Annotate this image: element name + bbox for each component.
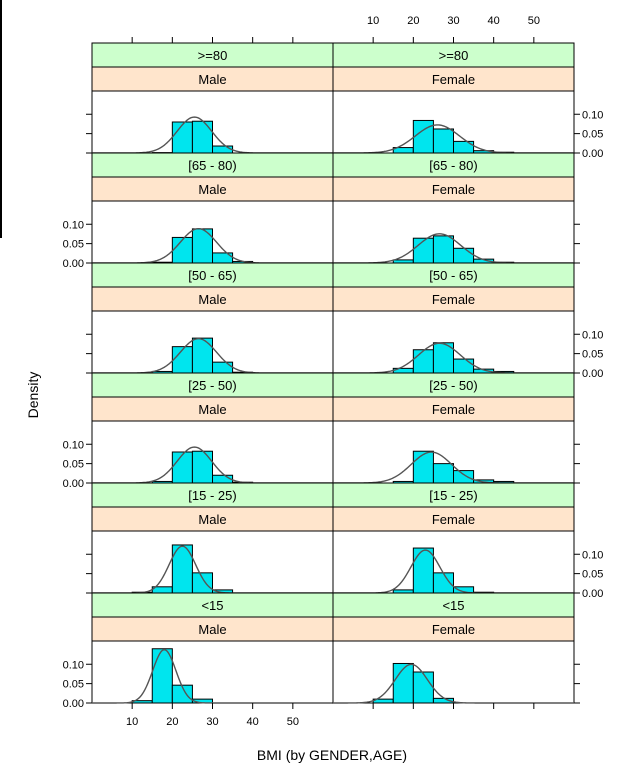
histogram-bar <box>172 122 192 153</box>
histogram-bar <box>192 121 212 153</box>
panel-50-65-female: [50 - 65) Female <box>333 263 574 373</box>
gender-strip-label: Female <box>432 182 475 197</box>
x-tick-label: 20 <box>166 716 178 728</box>
histogram-bar <box>172 237 192 263</box>
gender-strip-label: Male <box>198 512 226 527</box>
y-tick-label: 0.00 <box>582 148 603 160</box>
x-tick-label: 30 <box>206 716 218 728</box>
panel-15-25-female: [15 - 25) Female <box>333 483 574 593</box>
panel-65-80-male: [65 - 80) Male <box>92 153 333 263</box>
histogram-bar <box>192 451 212 483</box>
gender-strip-label: Female <box>432 292 475 307</box>
age-strip-label: >=80 <box>439 48 469 63</box>
age-strip-label: [25 - 50) <box>429 378 477 393</box>
age-strip-label: [50 - 65) <box>188 268 236 283</box>
y-tick-label: 0.00 <box>63 258 84 270</box>
age-strip-label: [15 - 25) <box>429 488 477 503</box>
y-tick-label: 0.10 <box>63 439 84 451</box>
age-strip-label: <15 <box>442 598 464 613</box>
gender-strip-label: Female <box>432 402 475 417</box>
histogram-bar <box>433 236 453 263</box>
y-tick-label: 0.10 <box>63 219 84 231</box>
y-tick-label: 0.10 <box>63 659 84 671</box>
x-tick-label: 50 <box>528 15 540 27</box>
panel-80-male: >=80 Male <box>92 43 333 153</box>
histogram-bar <box>413 672 433 703</box>
panel-80-female: >=80 Female <box>333 43 574 153</box>
y-tick-label: 0.10 <box>582 329 603 341</box>
x-tick-label: 30 <box>447 15 459 27</box>
age-strip-label: <15 <box>201 598 223 613</box>
histogram-bar <box>213 362 233 373</box>
panel-15-female: <15 Female <box>333 593 574 703</box>
y-tick-label: 0.10 <box>582 549 603 561</box>
histogram-bar <box>433 129 453 153</box>
age-strip-label: [65 - 80) <box>429 158 477 173</box>
plot-area <box>92 641 333 703</box>
gender-strip-label: Female <box>432 72 475 87</box>
panel-50-65-male: [50 - 65) Male <box>92 263 333 373</box>
histogram-bar <box>152 649 172 703</box>
y-tick-label: 0.10 <box>582 109 603 121</box>
gender-strip-label: Male <box>198 622 226 637</box>
panel-25-50-male: [25 - 50) Male <box>92 373 333 483</box>
x-axis-title: BMI (by GENDER,AGE) <box>257 747 407 763</box>
histogram-bar <box>454 471 474 483</box>
y-tick-label: 0.00 <box>63 478 84 490</box>
histogram-bar <box>213 146 233 153</box>
y-tick-label: 0.05 <box>582 129 603 141</box>
histogram-bar <box>454 248 474 263</box>
y-tick-label: 0.05 <box>582 349 603 361</box>
histogram-bar <box>454 359 474 373</box>
age-strip-label: [15 - 25) <box>188 488 236 503</box>
x-tick-label: 10 <box>126 716 138 728</box>
histogram-bar <box>192 338 212 373</box>
histogram-bar <box>413 350 433 373</box>
age-strip-label: >=80 <box>198 48 228 63</box>
x-tick-label: 50 <box>287 716 299 728</box>
gender-strip-label: Female <box>432 512 475 527</box>
gender-strip-label: Female <box>432 622 475 637</box>
histogram-bar <box>172 452 192 483</box>
gender-strip-label: Male <box>198 402 226 417</box>
histogram-bar <box>413 548 433 593</box>
y-tick-label: 0.05 <box>63 459 84 471</box>
x-tick-label: 40 <box>247 716 259 728</box>
x-tick-label: 40 <box>488 15 500 27</box>
age-strip-label: [25 - 50) <box>188 378 236 393</box>
panel-15-25-male: [15 - 25) Male <box>92 483 333 593</box>
gender-strip-label: Male <box>198 292 226 307</box>
y-tick-label: 0.05 <box>582 569 603 581</box>
y-tick-label: 0.05 <box>63 239 84 251</box>
histogram-bar <box>413 451 433 483</box>
x-tick-label: 20 <box>407 15 419 27</box>
y-tick-label: 0.00 <box>582 588 603 600</box>
gender-strip-label: Male <box>198 72 226 87</box>
x-tick-label: 10 <box>367 15 379 27</box>
y-tick-label: 0.00 <box>582 368 603 380</box>
y-tick-label: 0.05 <box>63 679 84 691</box>
age-strip-label: [65 - 80) <box>188 158 236 173</box>
histogram-bar <box>413 120 433 153</box>
panel-25-50-female: [25 - 50) Female <box>333 373 574 483</box>
y-tick-label: 0.00 <box>63 698 84 710</box>
panel-65-80-female: [65 - 80) Female <box>333 153 574 263</box>
histogram-bar <box>192 573 212 593</box>
gender-strip-label: Male <box>198 182 226 197</box>
panel-15-male: <15 Male <box>92 593 333 703</box>
age-strip-label: [50 - 65) <box>429 268 477 283</box>
y-axis-title: Density <box>25 372 41 419</box>
plot-area <box>333 641 574 703</box>
histogram-bar <box>433 464 453 483</box>
